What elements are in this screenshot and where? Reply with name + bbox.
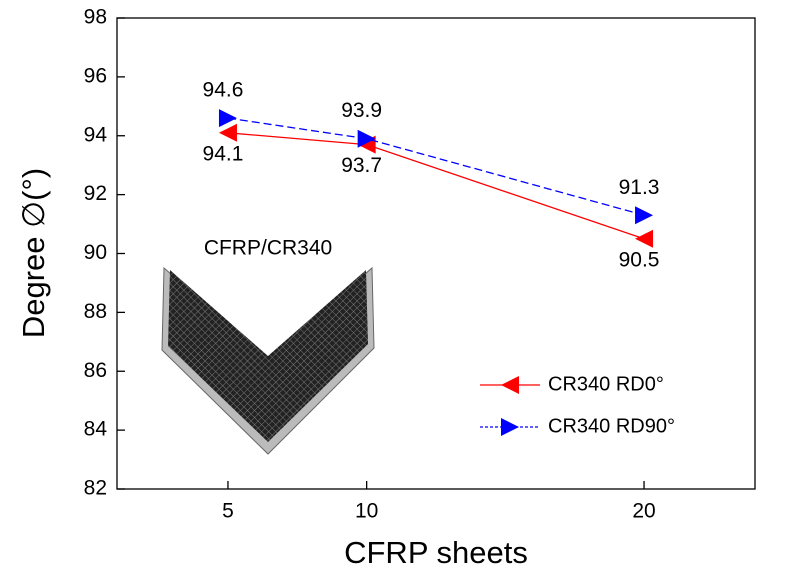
y-tick-label: 84 — [84, 418, 108, 441]
y-axis-title: Degree ∅(°) — [16, 168, 51, 338]
x-axis-title: CFRP sheets — [344, 535, 528, 570]
x-tick-label: 5 — [222, 500, 234, 523]
data-label: 93.7 — [341, 154, 382, 177]
y-tick-label: 82 — [84, 477, 107, 500]
x-tick-label: 20 — [632, 500, 655, 523]
legend-marker — [501, 376, 519, 394]
series-line — [227, 117, 645, 216]
marker — [218, 109, 237, 128]
data-label: 94.1 — [203, 142, 244, 165]
marker — [357, 129, 376, 148]
data-label: 93.9 — [341, 99, 382, 122]
marker — [218, 123, 237, 142]
data-label: 91.3 — [619, 176, 660, 199]
y-tick-label: 98 — [84, 6, 107, 29]
data-label: 90.5 — [619, 248, 660, 271]
y-tick-label: 92 — [84, 182, 107, 205]
marker — [635, 229, 654, 248]
y-tick-label: 88 — [84, 300, 107, 323]
x-tick-label: 10 — [355, 500, 378, 523]
y-tick-label: 94 — [84, 123, 108, 146]
data-label: 94.6 — [203, 79, 244, 102]
series-line — [227, 132, 645, 240]
y-tick-label: 86 — [84, 359, 107, 382]
legend-marker — [501, 418, 519, 436]
y-tick-label: 96 — [84, 64, 107, 87]
marker — [635, 206, 654, 225]
annotation: CFRP/CR340 — [204, 237, 332, 260]
legend-label: CR340 RD90° — [548, 415, 675, 437]
legend-label: CR340 RD0° — [548, 373, 664, 395]
specimen-illustration — [161, 266, 375, 455]
y-tick-label: 90 — [84, 241, 107, 264]
